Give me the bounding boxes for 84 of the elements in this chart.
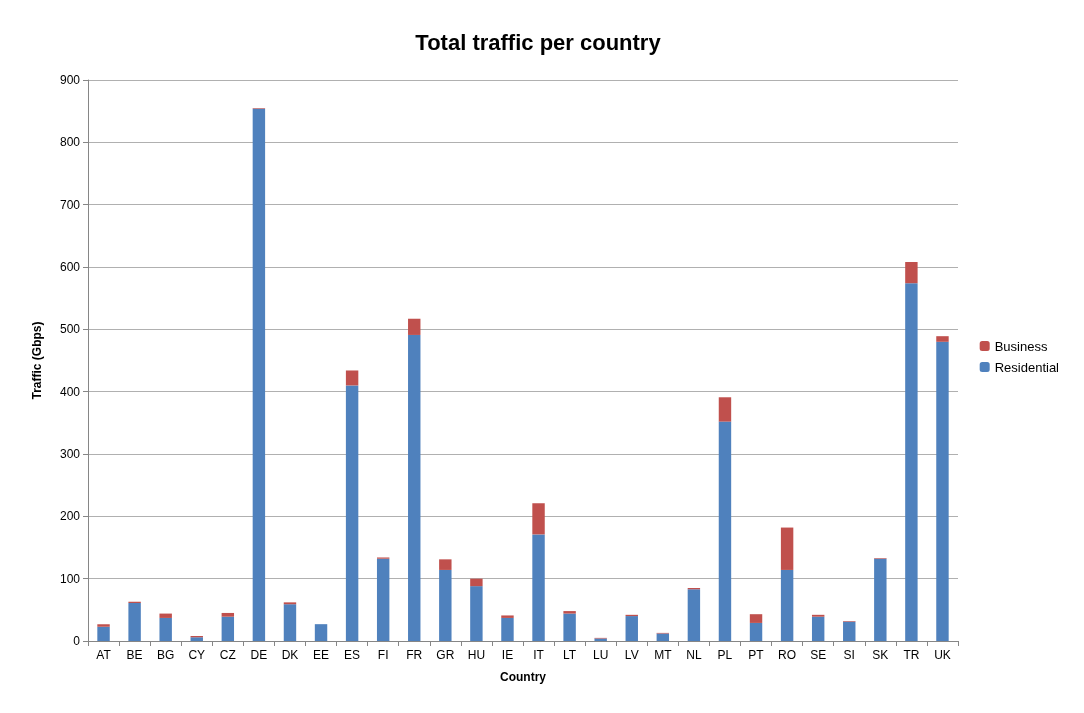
- bar: [749, 614, 763, 623]
- bar: [470, 578, 483, 587]
- x-tick-label: IE: [501, 648, 514, 662]
- bar: [780, 527, 794, 570]
- bar: [687, 589, 701, 641]
- x-tick-label: SK: [872, 648, 889, 662]
- x-tick-label: BG: [157, 648, 175, 662]
- bar: [221, 616, 235, 641]
- x-tick-label: LT: [563, 648, 577, 662]
- bar: [439, 559, 452, 570]
- y-tick-label: 700: [59, 197, 81, 212]
- bar: [97, 626, 110, 641]
- bar: [501, 617, 514, 641]
- x-tick-label: FR: [406, 648, 423, 662]
- legend-label: Residential: [994, 359, 1060, 375]
- bar: [532, 534, 545, 641]
- bar: [780, 569, 794, 641]
- y-tick-label: 800: [59, 135, 81, 150]
- bar: [345, 370, 359, 386]
- x-tick-label: PT: [748, 648, 765, 662]
- x-tick-label: DK: [281, 648, 299, 662]
- x-tick-label: LU: [593, 648, 609, 662]
- bar: [159, 613, 172, 618]
- x-tick-label: BE: [126, 648, 143, 662]
- y-tick-label: 200: [59, 509, 81, 524]
- bar: [439, 569, 452, 641]
- x-tick-label: GR: [436, 648, 455, 662]
- bar: [749, 622, 763, 641]
- bar: [718, 397, 732, 422]
- y-tick-label: 600: [59, 260, 81, 274]
- bar: [532, 503, 545, 535]
- bar: [159, 617, 172, 641]
- y-axis-title: Traffic (Gbps): [30, 321, 44, 400]
- legend-label: Business: [994, 338, 1048, 354]
- y-tick-label: 100: [59, 571, 81, 586]
- bar: [408, 318, 421, 335]
- bar: [97, 624, 110, 627]
- bar: [563, 611, 576, 614]
- x-tick-label: EE: [313, 648, 330, 662]
- bar: [811, 616, 825, 641]
- bar: [314, 624, 328, 641]
- x-tick-label: ES: [344, 648, 361, 662]
- chart-title: Total traffic per country: [415, 29, 662, 55]
- bar: [936, 341, 949, 641]
- bar: [905, 283, 918, 641]
- bar: [905, 262, 918, 284]
- x-tick-label: SI: [843, 648, 855, 662]
- bar: [376, 558, 390, 641]
- bar: [252, 108, 266, 641]
- y-tick-label: 500: [59, 322, 81, 337]
- bar: [345, 385, 359, 641]
- bar: [408, 334, 421, 641]
- x-tick-label: LV: [624, 648, 639, 662]
- x-tick-label: IT: [533, 648, 545, 662]
- bar: [470, 586, 483, 641]
- x-tick-label: SE: [810, 648, 827, 662]
- bar: [874, 558, 887, 641]
- bar: [501, 615, 514, 618]
- bar: [128, 602, 141, 641]
- x-tick-label: UK: [934, 648, 951, 662]
- x-tick-label: PL: [717, 648, 733, 662]
- x-tick-label: CZ: [219, 648, 236, 662]
- y-tick-label: 300: [59, 447, 81, 461]
- x-tick-label: MT: [654, 648, 673, 662]
- x-axis-title: Country: [500, 670, 547, 684]
- x-tick-label: FI: [377, 648, 389, 662]
- bar: [718, 421, 732, 641]
- x-tick-label: AT: [96, 648, 112, 662]
- y-tick-label: 400: [59, 384, 81, 399]
- x-tick-label: HU: [467, 648, 486, 662]
- y-tick-label: 900: [59, 73, 81, 87]
- bar: [843, 621, 856, 641]
- x-tick-label: RO: [778, 648, 797, 662]
- bar: [936, 336, 949, 342]
- x-tick-label: CY: [188, 648, 206, 662]
- x-tick-label: DE: [250, 648, 268, 662]
- bar: [563, 613, 576, 641]
- x-tick-label: TR: [903, 648, 920, 662]
- bar: [625, 616, 638, 641]
- bar: [221, 612, 235, 617]
- x-tick-label: NL: [686, 648, 702, 662]
- y-tick-label: 0: [73, 634, 81, 648]
- bar: [283, 604, 297, 641]
- bar: [656, 633, 670, 641]
